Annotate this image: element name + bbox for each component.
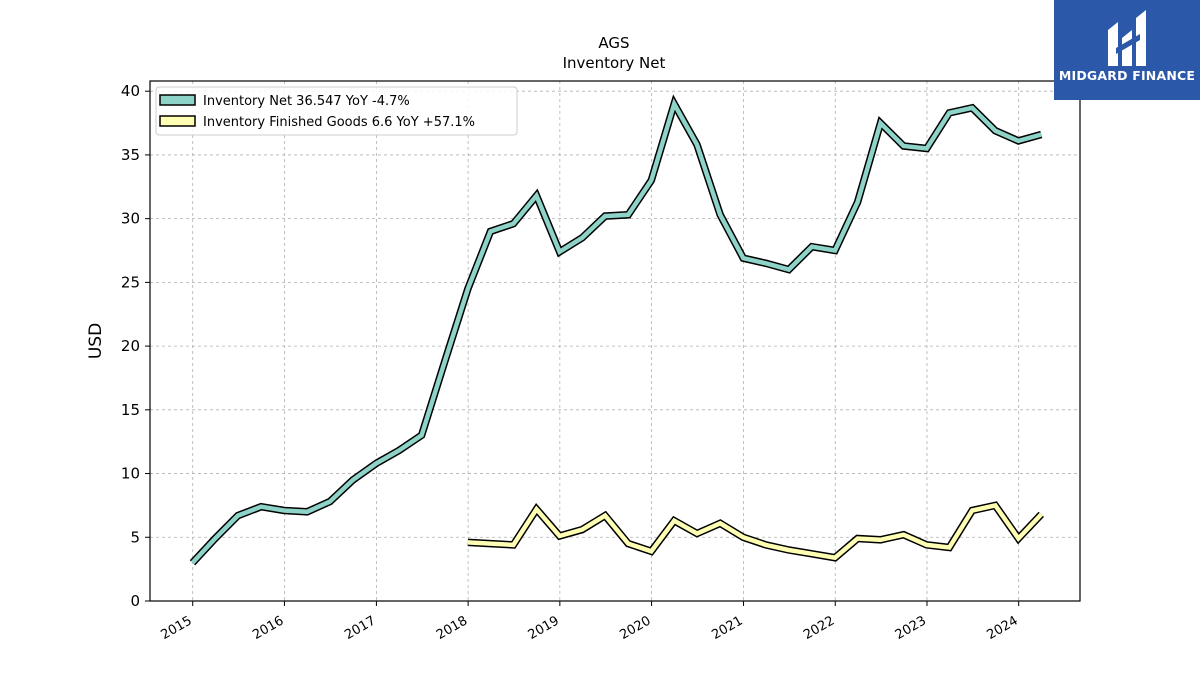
legend-swatch-1 — [159, 94, 196, 106]
chart-title: AGS — [598, 34, 629, 52]
x-tick-label: 2018 — [434, 613, 470, 643]
y-tick-label: 20 — [121, 337, 140, 355]
y-axis-label: USD — [86, 323, 106, 359]
x-tick-label: 2017 — [342, 613, 378, 643]
x-tick-label: 2024 — [985, 613, 1021, 643]
series-line-2 — [467, 502, 1043, 561]
y-tick-label: 0 — [130, 592, 140, 610]
legend-label-2: Inventory Finished Goods 6.6 YoY +57.1% — [203, 115, 475, 130]
logo-text: MIDGARD FINANCE — [1058, 68, 1196, 83]
legend-label-1: Inventory Net 36.547 YoY -4.7% — [203, 94, 410, 109]
y-tick-label: 30 — [121, 210, 140, 228]
legend: Inventory Net 36.547 YoY -4.7% Inventory … — [155, 86, 518, 136]
y-tick-label: 15 — [121, 401, 140, 419]
x-tick-label: 2022 — [801, 613, 837, 643]
x-tick-label: 2023 — [893, 613, 929, 643]
midgard-finance-logo: MIDGARD FINANCE — [1054, 0, 1200, 100]
midgard-logo-icon — [1108, 10, 1146, 66]
chart-subtitle: Inventory Net — [563, 54, 666, 72]
y-tick-label: 35 — [121, 146, 140, 164]
legend-box — [155, 86, 518, 136]
series-line-outline-1 — [189, 94, 1043, 566]
plot-frame — [149, 80, 1081, 602]
tick-layer: 0 5 10 15 20 25 30 35 40 2015 2016 2017 2018 2019 2020… — [121, 82, 1021, 643]
x-tick-label: 2021 — [709, 613, 745, 643]
series-line-1 — [190, 98, 1042, 565]
series-layer — [189, 94, 1045, 566]
y-tick-label: 5 — [130, 528, 140, 546]
legend-swatch-2 — [159, 115, 196, 127]
x-tick-label: 2019 — [526, 613, 562, 643]
x-tick-label: 2016 — [250, 613, 286, 643]
x-tick-label: 2020 — [617, 613, 653, 643]
y-tick-label: 10 — [121, 465, 140, 483]
y-tick-label: 40 — [121, 82, 140, 100]
x-tick-label: 2015 — [159, 613, 195, 643]
y-tick-label: 25 — [121, 273, 140, 291]
